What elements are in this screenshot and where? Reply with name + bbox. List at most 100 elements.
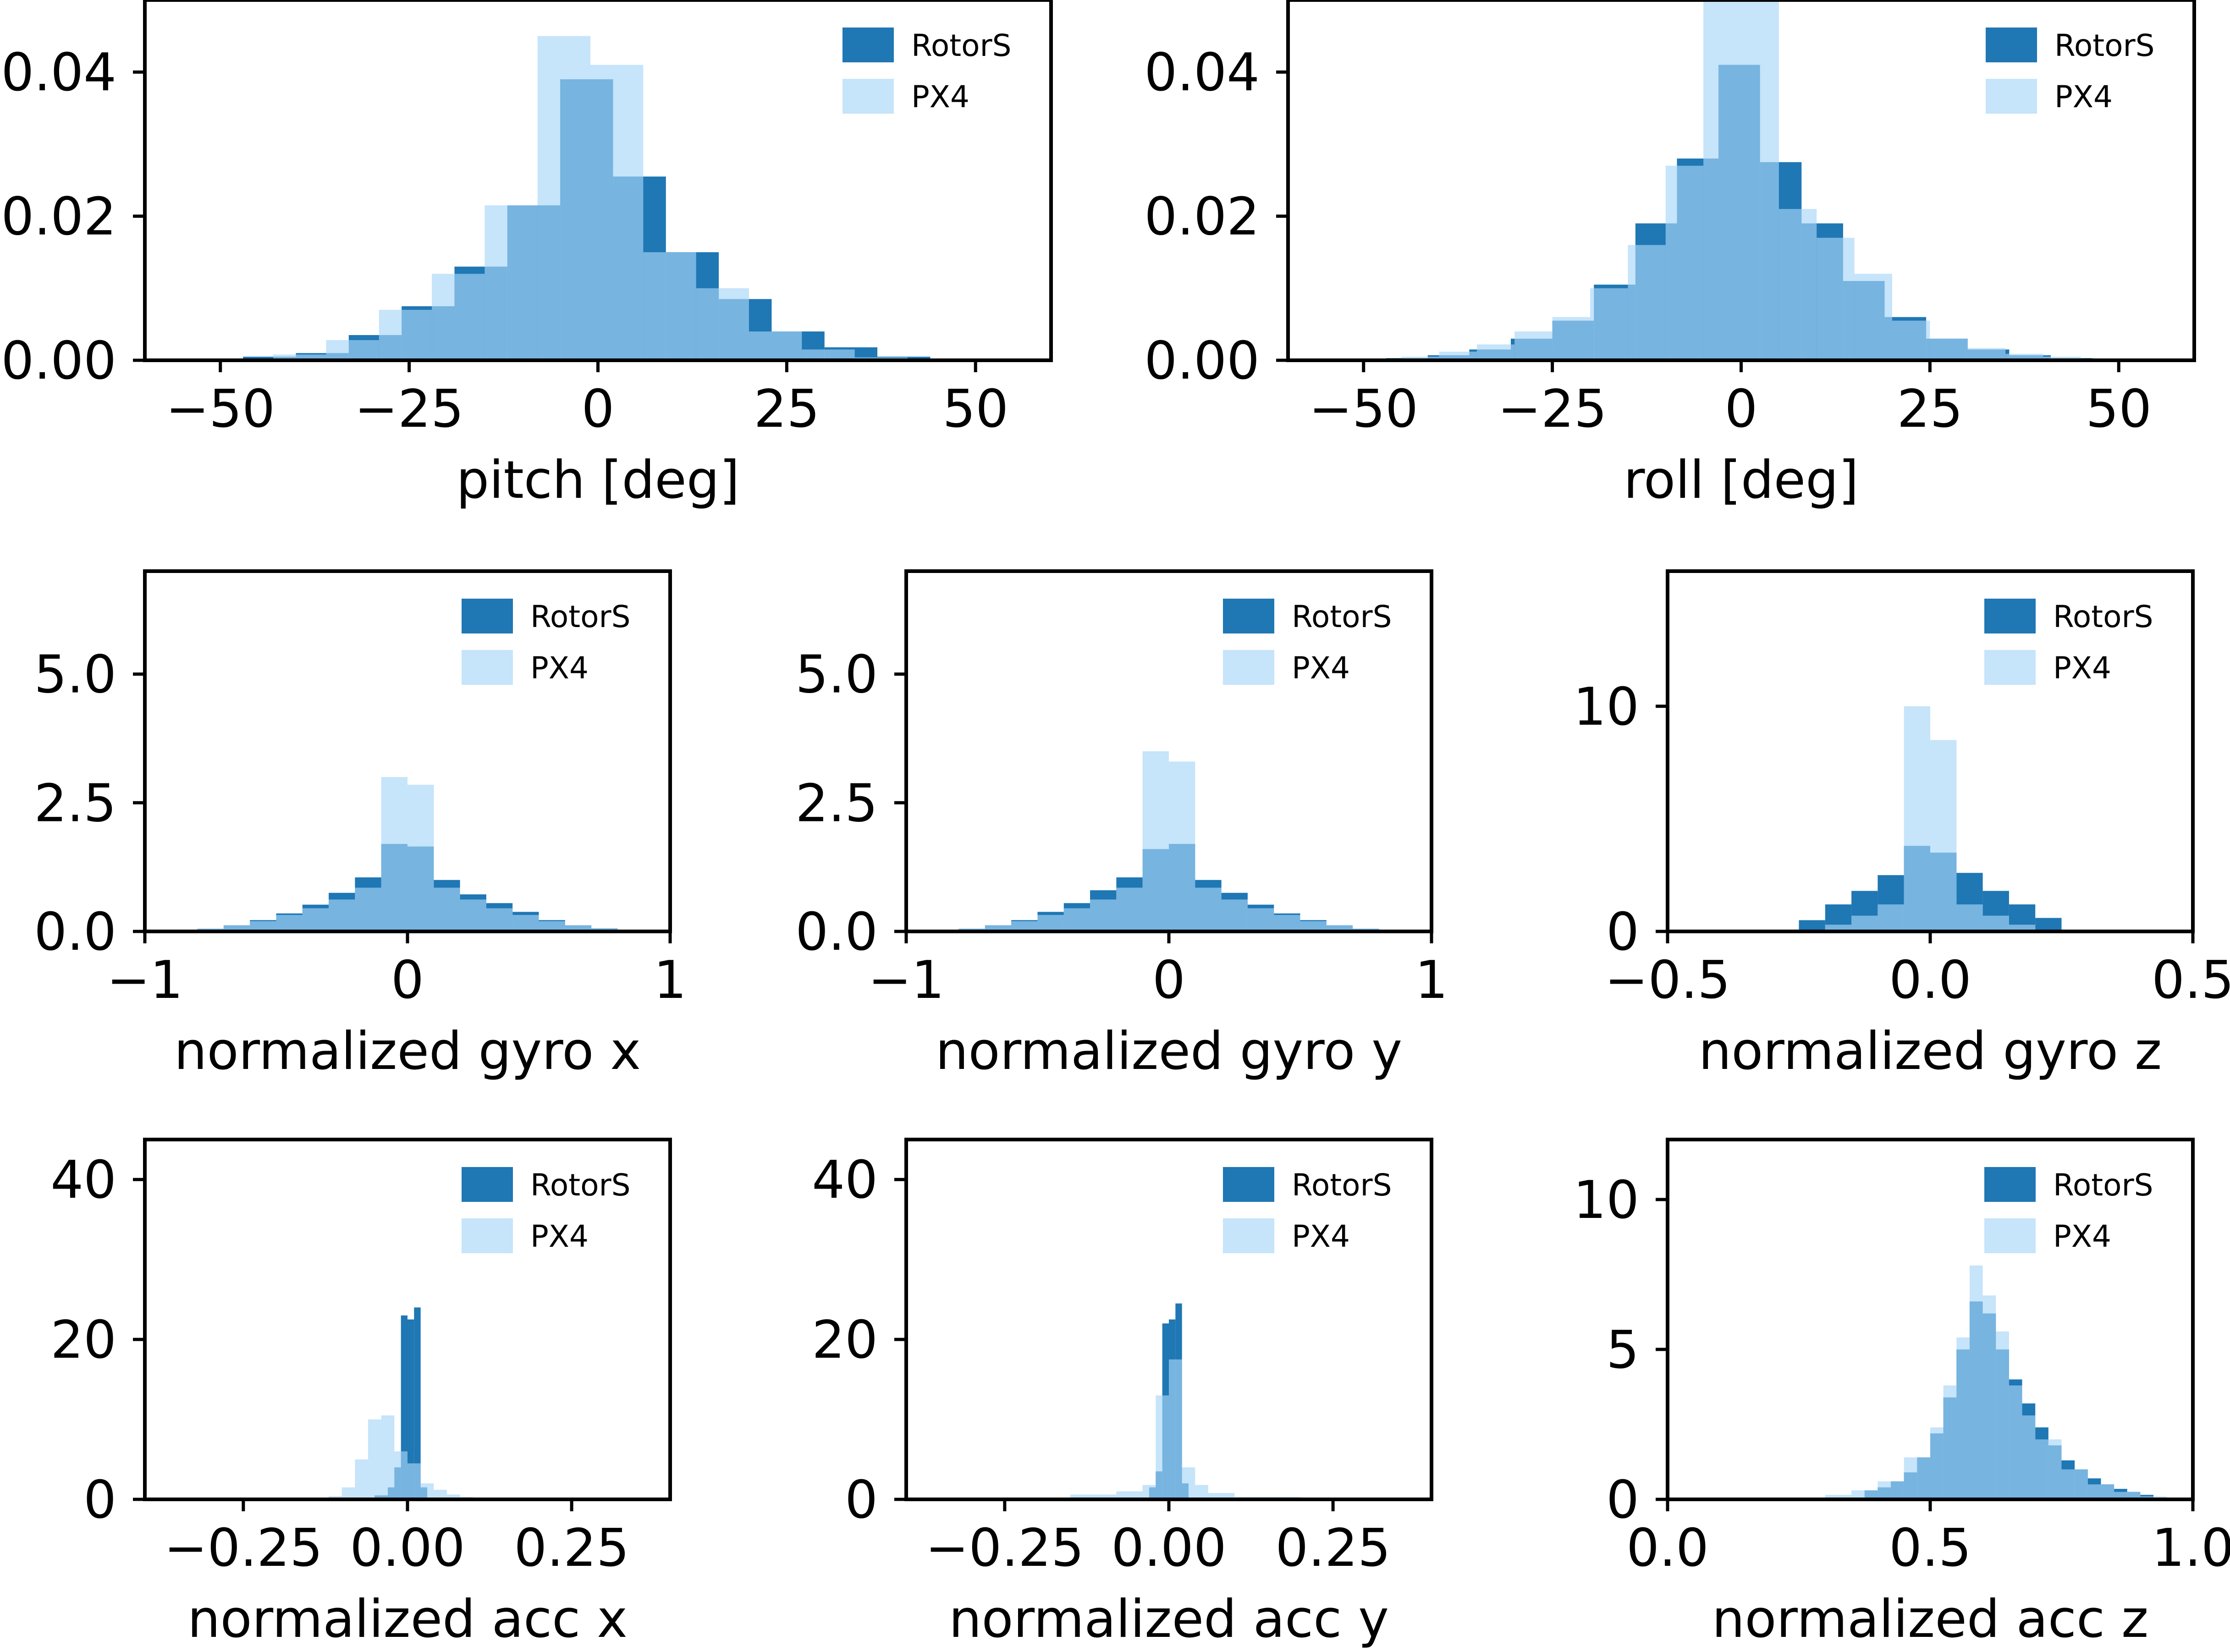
- x-axis-label: normalized gyro x: [174, 1021, 641, 1081]
- y-tick-label: 0: [1606, 1470, 1639, 1530]
- rotors-legend-label: RotorS: [530, 1167, 631, 1203]
- px4-bar: [407, 784, 434, 931]
- rotors-legend-label: RotorS: [2053, 1167, 2153, 1203]
- px4-bar: [1825, 1495, 1852, 1499]
- px4-bar: [1514, 331, 1553, 360]
- y-tick-label: 5.0: [795, 644, 878, 705]
- y-tick-label: 0.0: [795, 902, 878, 962]
- px4-bar: [2009, 1385, 2022, 1499]
- x-tick-label: 50: [942, 379, 1008, 439]
- px4-bar: [446, 1494, 460, 1499]
- px4-bar: [1956, 1337, 1970, 1499]
- rotors-bar: [2035, 918, 2062, 931]
- px4-legend-label: PX4: [1292, 650, 1350, 686]
- subplot-7: −0.25 0.00 0.25 0 20 40 normalized acc y RotorS…: [812, 1138, 1433, 1649]
- px4-bar: [434, 887, 460, 931]
- x-tick-label: 0: [1152, 950, 1185, 1010]
- rotors-legend-swatch: [1223, 599, 1274, 633]
- px4-bar: [512, 915, 539, 931]
- y-tick-label: 5: [1606, 1320, 1639, 1380]
- px4-bar: [1169, 761, 1195, 931]
- x-tick-label: 0.0: [1889, 950, 1971, 1010]
- px4-bar: [381, 1415, 395, 1499]
- px4-bar: [1892, 320, 1930, 360]
- px4-bar: [1969, 1265, 1983, 1499]
- px4-bar: [2087, 1484, 2114, 1499]
- px4-bar: [1904, 706, 1930, 931]
- y-tick-label: 40: [50, 1150, 116, 1210]
- px4-bar: [341, 1487, 355, 1499]
- px4-legend-label: PX4: [2054, 79, 2113, 115]
- x-tick-label: −1: [868, 950, 945, 1010]
- px4-bar: [407, 1463, 421, 1499]
- px4-bar: [1221, 899, 1248, 931]
- y-tick-label: 5.0: [34, 644, 116, 705]
- x-tick-label: −50: [166, 379, 275, 439]
- px4-bar: [1552, 317, 1590, 360]
- subplot-4: −1 0 1 0.0 2.5 5.0 normalized gyro y RotorS PX4: [795, 569, 1448, 1081]
- px4-bar: [1628, 245, 1666, 360]
- legend: RotorS PX4: [1986, 28, 2155, 115]
- y-tick-label: 0.0: [34, 902, 116, 962]
- x-tick-label: −50: [1309, 379, 1418, 439]
- px4-bar: [1195, 1485, 1208, 1499]
- px4-bar: [2022, 1415, 2036, 1499]
- y-tick-label: 20: [50, 1310, 116, 1370]
- y-tick-label: 40: [812, 1150, 878, 1210]
- px4-bar: [1967, 348, 2006, 360]
- px4-bar: [696, 288, 749, 360]
- rotors-legend-label: RotorS: [1292, 599, 1392, 634]
- px4-legend-swatch: [1986, 79, 2037, 114]
- px4-bar: [802, 349, 855, 360]
- px4-bar: [2061, 1469, 2088, 1499]
- px4-bar: [355, 1459, 369, 1499]
- x-tick-label: 50: [2086, 379, 2152, 439]
- subplot-5: −0.5 0.0 0.5 0 10 normalized gyro z RotorS PX4: [1573, 569, 2230, 1081]
- px4-legend-label: PX4: [530, 650, 589, 686]
- x-tick-label: −1: [107, 950, 183, 1010]
- px4-bar: [1665, 165, 1704, 360]
- px4-bar: [1778, 209, 1817, 360]
- x-tick-label: −0.25: [925, 1518, 1084, 1578]
- rotors-legend-swatch: [1223, 1167, 1274, 1202]
- subplot-3: −1 0 1 0.0 2.5 5.0 normalized gyro x RotorS PX4: [34, 569, 687, 1081]
- px4-bar: [1878, 904, 1904, 931]
- rotors-legend-swatch: [462, 1167, 513, 1202]
- bars: [1825, 1265, 2167, 1499]
- bars: [1799, 706, 2062, 931]
- px4-bar: [1247, 908, 1274, 931]
- legend: RotorS PX4: [842, 28, 1012, 115]
- rotors-legend-swatch: [1986, 28, 2037, 62]
- x-tick-label: 25: [754, 379, 820, 439]
- px4-bar: [1956, 904, 1983, 931]
- bars: [1363, 0, 2119, 360]
- x-tick-label: 0.0: [1626, 1518, 1709, 1578]
- legend: RotorS PX4: [1984, 599, 2153, 686]
- px4-bar: [379, 309, 432, 360]
- rotors-legend-label: RotorS: [530, 599, 631, 634]
- x-tick-label: 0: [582, 379, 615, 439]
- px4-bar: [1116, 1491, 1143, 1499]
- px4-bar: [1300, 921, 1327, 931]
- rotors-bar: [414, 1307, 421, 1499]
- rotors-legend-label: RotorS: [911, 28, 1012, 63]
- y-tick-label: 0.00: [1, 330, 116, 391]
- x-axis-label: normalized acc x: [187, 1589, 628, 1649]
- px4-bar: [590, 65, 644, 360]
- x-axis-label: normalized gyro y: [936, 1021, 1402, 1081]
- px4-bar: [1817, 237, 1855, 360]
- y-tick-label: 0.00: [1144, 330, 1260, 391]
- px4-bar: [1996, 1331, 2009, 1499]
- y-tick-label: 0: [845, 1470, 878, 1530]
- y-tick-label: 0: [83, 1470, 116, 1530]
- px4-bar: [368, 1419, 381, 1499]
- bars: [171, 777, 644, 931]
- px4-bar: [1943, 1385, 1957, 1499]
- y-tick-label: 0.02: [1144, 187, 1260, 247]
- rotors-legend-label: RotorS: [1292, 1167, 1392, 1203]
- subplot-6: −0.25 0.00 0.25 0 20 40 normalized acc x RotorS…: [50, 1138, 672, 1649]
- px4-bar: [460, 899, 486, 931]
- x-axis-label: pitch [deg]: [456, 450, 739, 510]
- px4-bar: [1982, 1295, 1996, 1499]
- px4-bar: [1904, 1457, 1930, 1499]
